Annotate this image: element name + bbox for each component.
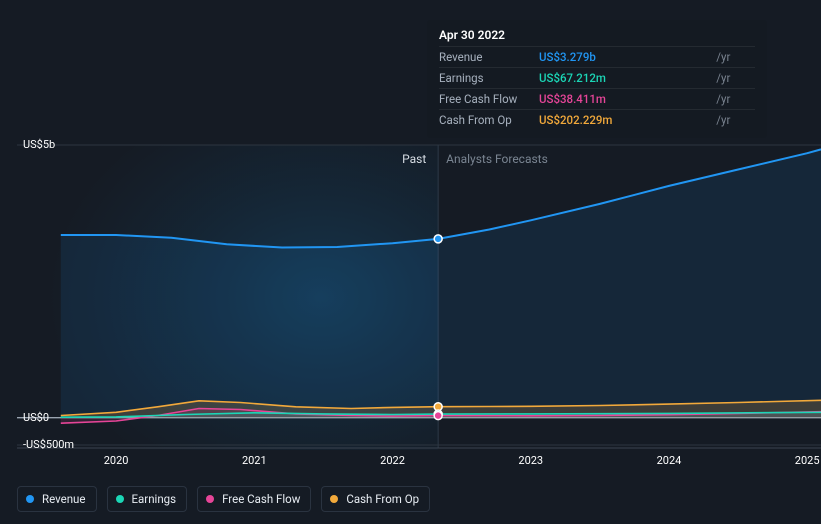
- past-label: Past: [402, 152, 426, 166]
- tooltip-metric-label: Cash From Op: [439, 110, 539, 131]
- tooltip-table: RevenueUS$3.279b/yrEarningsUS$67.212m/yr…: [439, 46, 755, 130]
- y-tick-label: -US$500m: [23, 438, 74, 451]
- tooltip-metric-value: US$38.411m: [539, 89, 712, 110]
- legend-item-revenue[interactable]: Revenue: [17, 486, 97, 512]
- tooltip-metric-label: Free Cash Flow: [439, 89, 539, 110]
- x-tick-label: 2025: [795, 454, 820, 467]
- legend-dot-icon: [206, 495, 214, 503]
- tooltip-date: Apr 30 2022: [439, 28, 755, 46]
- tooltip-metric-unit: /yr: [712, 68, 755, 89]
- x-tick-label: 2022: [380, 454, 405, 467]
- legend-label: Free Cash Flow: [222, 492, 300, 506]
- tooltip-metric-value: US$67.212m: [539, 68, 712, 89]
- legend-label: Revenue: [42, 492, 86, 506]
- tooltip-metric-unit: /yr: [712, 110, 755, 131]
- x-tick-label: 2021: [242, 454, 267, 467]
- y-tick-label: US$5b: [23, 138, 55, 151]
- forecast-label: Analysts Forecasts: [446, 152, 548, 166]
- x-tick-label: 2023: [518, 454, 543, 467]
- legend-label: Cash From Op: [346, 492, 419, 506]
- tooltip-metric-unit: /yr: [712, 89, 755, 110]
- legend-label: Earnings: [132, 492, 177, 506]
- tooltip-row: RevenueUS$3.279b/yr: [439, 47, 755, 68]
- tooltip-metric-label: Revenue: [439, 47, 539, 68]
- chart-legend: Revenue Earnings Free Cash Flow Cash From O…: [17, 486, 430, 512]
- legend-dot-icon: [116, 495, 124, 503]
- tooltip-row: Cash From OpUS$202.229m/yr: [439, 110, 755, 131]
- legend-dot-icon: [330, 495, 338, 503]
- hover-tooltip: Apr 30 2022RevenueUS$3.279b/yrEarningsUS…: [427, 20, 767, 138]
- tooltip-row: Free Cash FlowUS$38.411m/yr: [439, 89, 755, 110]
- hover-marker-free_cash_flow: [434, 412, 442, 420]
- legend-dot-icon: [26, 495, 34, 503]
- x-tick-label: 2024: [657, 454, 682, 467]
- tooltip-metric-unit: /yr: [712, 47, 755, 68]
- tooltip-row: EarningsUS$67.212m/yr: [439, 68, 755, 89]
- legend-item-free_cash_flow[interactable]: Free Cash Flow: [197, 486, 311, 512]
- tooltip-metric-value: US$202.229m: [539, 110, 712, 131]
- tooltip-metric-value: US$3.279b: [539, 47, 712, 68]
- tooltip-metric-label: Earnings: [439, 68, 539, 89]
- legend-item-earnings[interactable]: Earnings: [107, 486, 188, 512]
- legend-item-cash_from_op[interactable]: Cash From Op: [321, 486, 430, 512]
- x-tick-label: 2020: [104, 454, 129, 467]
- hover-marker-revenue: [434, 235, 442, 243]
- y-tick-label: US$0: [23, 411, 49, 424]
